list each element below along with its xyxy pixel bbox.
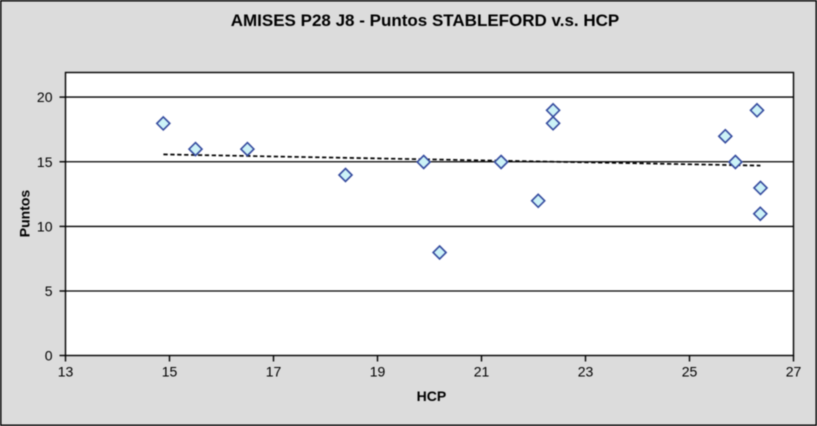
svg-text:13: 13: [58, 364, 74, 380]
svg-text:5: 5: [45, 283, 53, 299]
svg-text:15: 15: [162, 364, 178, 380]
svg-text:Puntos: Puntos: [17, 190, 33, 238]
svg-text:0: 0: [45, 348, 53, 364]
svg-text:20: 20: [37, 89, 53, 105]
svg-text:17: 17: [266, 364, 282, 380]
svg-text:25: 25: [682, 364, 698, 380]
svg-text:21: 21: [474, 364, 490, 380]
svg-text:27: 27: [786, 364, 802, 380]
svg-text:19: 19: [370, 364, 386, 380]
svg-text:10: 10: [37, 218, 53, 234]
svg-text:AMISES P28 J8 - Puntos STABLEF: AMISES P28 J8 - Puntos STABLEFORD v.s. H…: [231, 11, 620, 30]
svg-text:15: 15: [37, 154, 53, 170]
svg-text:HCP: HCP: [417, 388, 447, 404]
svg-text:23: 23: [578, 364, 594, 380]
